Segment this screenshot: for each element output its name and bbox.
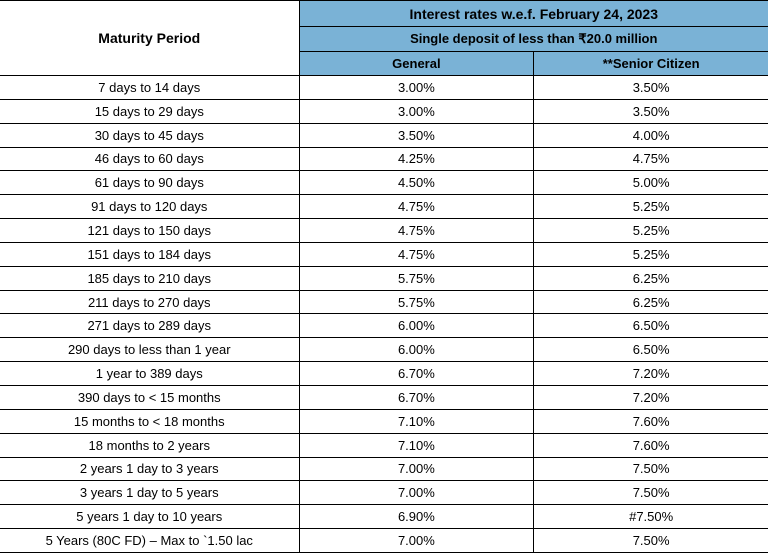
cell-general: 4.75% (300, 219, 535, 242)
cell-period: 30 days to 45 days (0, 124, 300, 147)
rate-header-block: Interest rates w.e.f. February 24, 2023 … (300, 0, 768, 76)
cell-senior: 5.25% (534, 195, 768, 218)
cell-senior: 5.25% (534, 219, 768, 242)
cell-period: 290 days to less than 1 year (0, 338, 300, 361)
rates-title: Interest rates w.e.f. February 24, 2023 (300, 0, 768, 27)
cell-period: 121 days to 150 days (0, 219, 300, 242)
cell-general: 6.00% (300, 338, 535, 361)
table-body: 7 days to 14 days3.00%3.50%15 days to 29… (0, 76, 768, 553)
cell-period: 5 years 1 day to 10 years (0, 505, 300, 528)
cell-senior: 4.75% (534, 148, 768, 171)
cell-general: 7.00% (300, 458, 535, 481)
cell-general: 6.00% (300, 314, 535, 337)
cell-general: 4.25% (300, 148, 535, 171)
cell-senior: 7.50% (534, 458, 768, 481)
table-row: 46 days to 60 days4.25%4.75% (0, 148, 768, 172)
cell-general: 7.10% (300, 410, 535, 433)
cell-period: 18 months to 2 years (0, 434, 300, 457)
col-senior: **Senior Citizen (534, 52, 768, 75)
table-row: 5 Years (80C FD) – Max to `1.50 lac7.00%… (0, 529, 768, 553)
cell-senior: 7.60% (534, 410, 768, 433)
column-headers: General **Senior Citizen (300, 51, 768, 76)
interest-rate-table: Maturity Period Interest rates w.e.f. Fe… (0, 0, 768, 553)
cell-general: 6.70% (300, 362, 535, 385)
table-row: 18 months to 2 years7.10%7.60% (0, 434, 768, 458)
table-row: 121 days to 150 days4.75%5.25% (0, 219, 768, 243)
cell-period: 3 years 1 day to 5 years (0, 481, 300, 504)
cell-period: 61 days to 90 days (0, 171, 300, 194)
cell-general: 7.10% (300, 434, 535, 457)
cell-senior: 3.50% (534, 76, 768, 99)
cell-period: 271 days to 289 days (0, 314, 300, 337)
table-row: 2 years 1 day to 3 years7.00%7.50% (0, 458, 768, 482)
cell-senior: 5.00% (534, 171, 768, 194)
cell-general: 5.75% (300, 291, 535, 314)
cell-senior: 7.50% (534, 529, 768, 552)
table-row: 1 year to 389 days6.70%7.20% (0, 362, 768, 386)
col-general: General (300, 52, 535, 75)
cell-period: 185 days to 210 days (0, 267, 300, 290)
maturity-period-header: Maturity Period (0, 0, 300, 76)
table-row: 390 days to < 15 months6.70%7.20% (0, 386, 768, 410)
cell-senior: 7.50% (534, 481, 768, 504)
cell-senior: 7.20% (534, 362, 768, 385)
cell-general: 3.50% (300, 124, 535, 147)
cell-period: 91 days to 120 days (0, 195, 300, 218)
table-row: 290 days to less than 1 year6.00%6.50% (0, 338, 768, 362)
cell-senior: 6.50% (534, 314, 768, 337)
cell-general: 6.70% (300, 386, 535, 409)
cell-period: 151 days to 184 days (0, 243, 300, 266)
cell-period: 1 year to 389 days (0, 362, 300, 385)
cell-period: 7 days to 14 days (0, 76, 300, 99)
rates-subtitle: Single deposit of less than ₹20.0 millio… (300, 27, 768, 51)
cell-senior: 4.00% (534, 124, 768, 147)
cell-general: 3.00% (300, 76, 535, 99)
table-row: 30 days to 45 days3.50%4.00% (0, 124, 768, 148)
cell-general: 5.75% (300, 267, 535, 290)
cell-senior: 3.50% (534, 100, 768, 123)
table-row: 15 months to < 18 months7.10%7.60% (0, 410, 768, 434)
cell-period: 15 months to < 18 months (0, 410, 300, 433)
cell-period: 15 days to 29 days (0, 100, 300, 123)
cell-general: 4.75% (300, 243, 535, 266)
cell-general: 7.00% (300, 529, 535, 552)
table-row: 15 days to 29 days3.00%3.50% (0, 100, 768, 124)
cell-senior: 7.60% (534, 434, 768, 457)
table-row: 211 days to 270 days5.75%6.25% (0, 291, 768, 315)
cell-general: 7.00% (300, 481, 535, 504)
cell-period: 46 days to 60 days (0, 148, 300, 171)
cell-senior: 5.25% (534, 243, 768, 266)
cell-senior: 6.25% (534, 267, 768, 290)
cell-general: 3.00% (300, 100, 535, 123)
cell-period: 390 days to < 15 months (0, 386, 300, 409)
table-row: 185 days to 210 days5.75%6.25% (0, 267, 768, 291)
cell-senior: 6.25% (534, 291, 768, 314)
cell-general: 4.50% (300, 171, 535, 194)
table-row: 151 days to 184 days4.75%5.25% (0, 243, 768, 267)
table-row: 91 days to 120 days4.75%5.25% (0, 195, 768, 219)
cell-period: 211 days to 270 days (0, 291, 300, 314)
table-row: 3 years 1 day to 5 years7.00%7.50% (0, 481, 768, 505)
table-row: 61 days to 90 days4.50%5.00% (0, 171, 768, 195)
cell-period: 5 Years (80C FD) – Max to `1.50 lac (0, 529, 300, 552)
cell-general: 4.75% (300, 195, 535, 218)
cell-senior: 6.50% (534, 338, 768, 361)
cell-general: 6.90% (300, 505, 535, 528)
table-header: Maturity Period Interest rates w.e.f. Fe… (0, 0, 768, 76)
cell-period: 2 years 1 day to 3 years (0, 458, 300, 481)
cell-senior: #7.50% (534, 505, 768, 528)
cell-senior: 7.20% (534, 386, 768, 409)
table-row: 7 days to 14 days3.00%3.50% (0, 76, 768, 100)
table-row: 271 days to 289 days6.00%6.50% (0, 314, 768, 338)
table-row: 5 years 1 day to 10 years6.90%#7.50% (0, 505, 768, 529)
